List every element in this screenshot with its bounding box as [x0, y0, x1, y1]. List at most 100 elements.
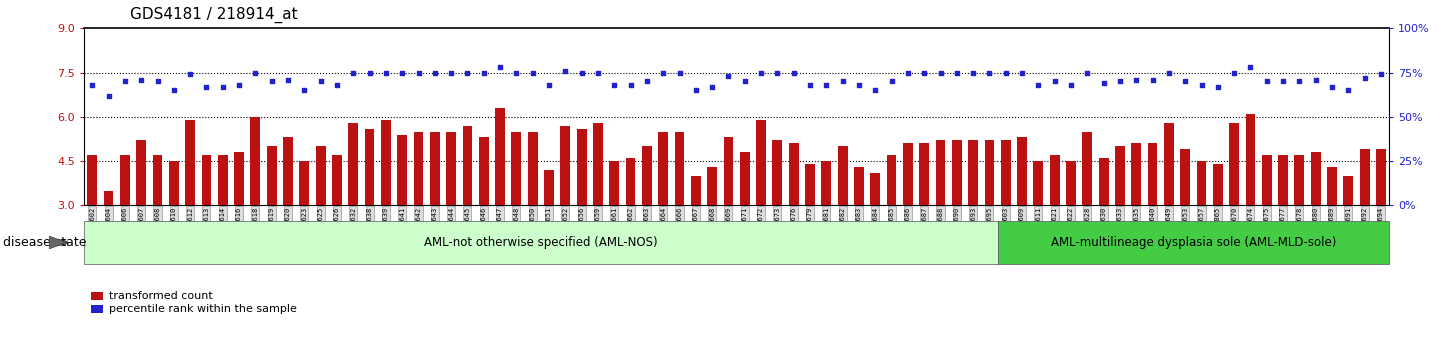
Bar — [658, 132, 668, 205]
Bar — [397, 135, 407, 205]
Point — [815, 82, 838, 88]
Point — [1321, 84, 1344, 90]
Point — [603, 82, 626, 88]
Bar — [593, 123, 603, 205]
Bar — [985, 141, 995, 205]
Bar — [429, 132, 439, 205]
Point — [81, 82, 104, 88]
Point — [734, 79, 757, 84]
Bar — [998, 221, 1389, 264]
Bar — [152, 155, 162, 205]
Point — [766, 70, 789, 75]
Bar — [724, 137, 734, 205]
Point — [390, 70, 413, 75]
Point — [864, 87, 887, 93]
Bar — [740, 152, 750, 205]
Text: percentile rank within the sample: percentile rank within the sample — [109, 304, 297, 314]
Bar — [1164, 123, 1173, 205]
Text: disease state: disease state — [3, 236, 87, 249]
Point — [1337, 87, 1360, 93]
Point — [570, 70, 593, 75]
Point — [178, 72, 202, 77]
Point — [473, 70, 496, 75]
Text: GDS4181 / 218914_at: GDS4181 / 218914_at — [130, 7, 299, 23]
Point — [1288, 79, 1311, 84]
Point — [1141, 77, 1164, 82]
Bar — [1115, 146, 1125, 205]
Point — [554, 68, 577, 74]
Bar — [1343, 176, 1353, 205]
Bar — [887, 155, 896, 205]
Point — [586, 70, 609, 75]
Point — [374, 70, 397, 75]
Bar — [316, 146, 325, 205]
Bar — [1066, 161, 1076, 205]
Point — [945, 70, 969, 75]
Bar — [463, 126, 473, 205]
Bar — [332, 155, 342, 205]
Bar — [1000, 141, 1011, 205]
Bar — [1050, 155, 1060, 205]
Bar — [168, 161, 178, 205]
Bar — [365, 129, 374, 205]
Bar — [1147, 143, 1157, 205]
Bar — [870, 173, 880, 205]
Point — [455, 70, 479, 75]
Bar — [642, 146, 652, 205]
Point — [1092, 80, 1115, 86]
Point — [309, 79, 332, 84]
Point — [995, 70, 1018, 75]
Bar — [821, 161, 831, 205]
Point — [1206, 84, 1230, 90]
Point — [831, 79, 854, 84]
Point — [489, 64, 512, 70]
Bar — [903, 143, 914, 205]
Bar — [935, 141, 945, 205]
Point — [619, 82, 642, 88]
Bar — [1034, 161, 1044, 205]
Bar — [1262, 155, 1272, 205]
Bar — [1279, 155, 1288, 205]
Bar — [283, 137, 293, 205]
Bar — [609, 161, 619, 205]
Point — [635, 79, 658, 84]
Bar — [969, 141, 977, 205]
Point — [260, 79, 283, 84]
Bar — [299, 161, 309, 205]
Bar — [87, 155, 97, 205]
Bar — [674, 132, 684, 205]
Bar — [805, 164, 815, 205]
Point — [423, 70, 447, 75]
Bar — [1360, 149, 1369, 205]
Point — [97, 93, 120, 98]
Bar — [1099, 158, 1108, 205]
Bar — [512, 132, 522, 205]
Point — [880, 79, 903, 84]
Bar — [1018, 137, 1027, 205]
Bar — [854, 167, 864, 205]
Bar — [577, 129, 586, 205]
Bar — [1131, 143, 1141, 205]
Bar — [1180, 149, 1190, 205]
Bar — [1327, 167, 1337, 205]
Bar — [1212, 164, 1222, 205]
Point — [212, 84, 235, 90]
Point — [293, 87, 316, 93]
Text: AML-not otherwise specified (AML-NOS): AML-not otherwise specified (AML-NOS) — [423, 236, 658, 249]
Point — [750, 70, 773, 75]
Bar — [478, 137, 489, 205]
Bar — [757, 120, 766, 205]
Bar — [267, 146, 277, 205]
Point — [521, 70, 544, 75]
Point — [325, 82, 348, 88]
Bar — [381, 120, 392, 205]
Bar — [218, 155, 228, 205]
Bar — [1082, 132, 1092, 205]
Point — [194, 84, 218, 90]
Point — [162, 87, 186, 93]
Bar — [1376, 149, 1386, 205]
Bar — [104, 190, 113, 205]
Point — [961, 70, 985, 75]
Point — [407, 70, 431, 75]
Bar — [348, 123, 358, 205]
